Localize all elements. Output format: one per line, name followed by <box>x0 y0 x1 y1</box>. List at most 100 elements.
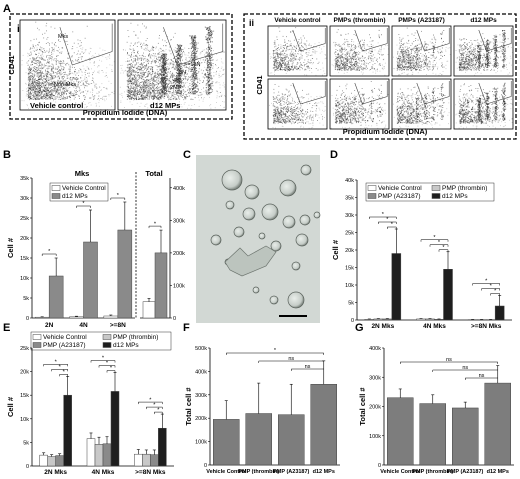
chart-b-title-right: Total <box>145 169 162 178</box>
chart-d-xlabel-2: >=8N Mks <box>471 323 502 330</box>
panel-a-i-frame <box>9 13 233 120</box>
chart-e-legend-entry-0: Vehicle Control <box>43 334 87 341</box>
chart-e-xlabel-0: 2N Mks <box>44 469 67 476</box>
column-header-2: PMPs (A23187) <box>398 17 445 24</box>
chart-b-legend-entry-1: d12 MPs <box>62 193 88 200</box>
chart-f-ytick-label-0: 0 <box>204 463 207 469</box>
panel-letter-d: D <box>330 149 338 161</box>
chart-b-ytick-label-7: 35k <box>20 176 29 182</box>
cell-6 <box>282 215 296 229</box>
chart-d-legend-swatch-3 <box>431 193 441 199</box>
cell-12 <box>291 261 301 271</box>
chart-e-bar-0-0 <box>39 454 48 467</box>
panel-letter-b: B <box>3 149 11 161</box>
chart-e-bar-2-1 <box>142 453 151 467</box>
chart-e-ytick-label-4: 20k <box>20 370 29 376</box>
chart-f-ytick-label-5: 500k <box>195 346 207 352</box>
chart-d-xlabel-1: 4N Mks <box>423 323 446 330</box>
chart-d-xlabel-0: 2N Mks <box>371 323 394 330</box>
chart-f-ytick-label-1: 100k <box>195 440 207 446</box>
chart-g-bar-3 <box>484 382 511 466</box>
chart-b-sig-2-mark: * <box>117 193 120 199</box>
chart-b-total-bar-1 <box>154 252 168 319</box>
panel-letter-g: G <box>355 322 364 334</box>
chart-f-bar-3 <box>310 384 337 466</box>
chart-b-bar-2-0 <box>103 315 119 319</box>
chart-d-sig-2c-mark: * <box>494 289 497 295</box>
chart-b-legend-box <box>49 182 109 202</box>
chart-e-legend-swatch-0 <box>32 334 42 340</box>
chart-f-xlabel-2: PMP (A23187) <box>273 469 309 475</box>
chart-d-sig-0a-mark: * <box>382 212 385 218</box>
chart-b-ytick-label-6: 30k <box>20 196 29 202</box>
chart-f-ytick-label-3: 300k <box>195 393 207 399</box>
plot-label-d12: d12 MPs <box>150 101 180 110</box>
chart-d-bar-1-2 <box>434 319 444 321</box>
chart-e-sig-2c-mark: * <box>157 407 160 413</box>
chart-g-ytick-label-0: 0 <box>378 463 381 469</box>
chart-b-ytick-label-4: 20k <box>20 236 29 242</box>
ploidy-label-2: 8N <box>179 70 186 76</box>
grid-plot-top-2-events <box>393 27 451 76</box>
chart-b-ylabel: Cell # <box>6 237 15 258</box>
chart-b-legend-entry-0: Vehicle Control <box>62 185 106 192</box>
chart-b-total-tick-label-4: 400k <box>173 186 185 192</box>
panel-a-ii-frame <box>243 13 517 140</box>
grid-plot-bottom-3-gate <box>478 81 512 105</box>
chart-d-ytick-label-6: 30k <box>345 213 354 219</box>
grid-plot-bottom-1-gate <box>354 81 388 105</box>
chart-f-xlabel-3: d12 MPs <box>313 469 335 475</box>
chart-d-bar-1-0 <box>416 318 426 321</box>
panel-a-i-label: i <box>17 24 20 35</box>
grid-plot-bottom-2 <box>391 78 452 130</box>
grid-plot-top-1-gate <box>354 28 388 52</box>
chart-e-bar-1-1 <box>94 444 104 467</box>
gate-label-nonmks: Non-Mks <box>54 82 76 88</box>
chart-e-legend-swatch-3 <box>102 342 112 348</box>
chart-e-ytick-label-5: 25k <box>20 346 29 352</box>
grid-plot-bottom-1 <box>329 78 390 130</box>
chart-e-sig-1a-mark: * <box>102 356 105 362</box>
panel-letter-c: C <box>183 149 191 161</box>
chart-d-ytick-label-2: 10k <box>345 283 354 289</box>
chart-d-ytick-label-1: 5k <box>348 301 354 307</box>
grid-plot-bottom-2-events <box>393 83 450 129</box>
chart-d-sig-1a-mark: * <box>433 235 436 241</box>
grid-plot-bottom-2-gate <box>416 81 450 105</box>
plot-vehicle-control-events <box>21 21 115 110</box>
cell-17 <box>258 232 266 240</box>
grid-plot-bottom-0-events <box>269 84 326 129</box>
chart-d-ytick-label-7: 35k <box>345 196 354 202</box>
grid-plot-top-0-gate <box>292 28 326 52</box>
plot-d12-mps-gate <box>163 23 224 66</box>
grid-plot-bottom-3 <box>453 78 514 130</box>
chart-d-legend-entry-3: d12 MPs <box>442 193 468 200</box>
cell-5 <box>242 207 256 221</box>
cell-4 <box>261 203 279 221</box>
chart-b-total-tick-label-2: 200k <box>173 251 185 257</box>
grid-plot-bottom-3-events <box>455 82 513 129</box>
chart-d-legend-entry-0: Vehicle Control <box>378 185 422 192</box>
chart-d: 0 5k 10k 15k 20k 25k 30k 35k 40k Cell # 2N Mks 4N M… <box>331 178 512 330</box>
grid-plot-top-0-frame <box>267 25 328 77</box>
chart-e-sig-0a-mark: * <box>55 360 58 366</box>
chart-g-xlabel-2: PMP (A23187) <box>447 469 483 475</box>
plot-vehicle-control-gate <box>59 23 113 66</box>
chart-f: 0 100k 200k 300k 400k 500k Total cell # Vehicle… <box>184 346 340 475</box>
grid-plot-bottom-1-events <box>331 81 389 129</box>
chart-b-bar-2-1 <box>117 229 133 319</box>
chart-e-ytick-label-2: 10k <box>20 417 29 423</box>
grid-plot-top-1-events <box>331 29 389 76</box>
chart-e-bar-1-2 <box>102 443 112 467</box>
chart-b-bar-1-0 <box>69 316 84 319</box>
chart-d-legend-swatch-1 <box>431 185 441 191</box>
column-header-1: PMPs (thrombin) <box>334 17 386 24</box>
cell-15 <box>252 286 260 294</box>
chart-e-bar-0-3 <box>63 394 72 467</box>
chart-e-bar-2-2 <box>150 454 159 467</box>
chart-d-legend-swatch-0 <box>367 185 377 191</box>
chart-g-ylabel: Total cell # <box>358 387 367 426</box>
chart-b-total-tick-label-1: 100k <box>173 283 185 289</box>
chart-b-ytick-label-1: 5k <box>23 296 29 302</box>
